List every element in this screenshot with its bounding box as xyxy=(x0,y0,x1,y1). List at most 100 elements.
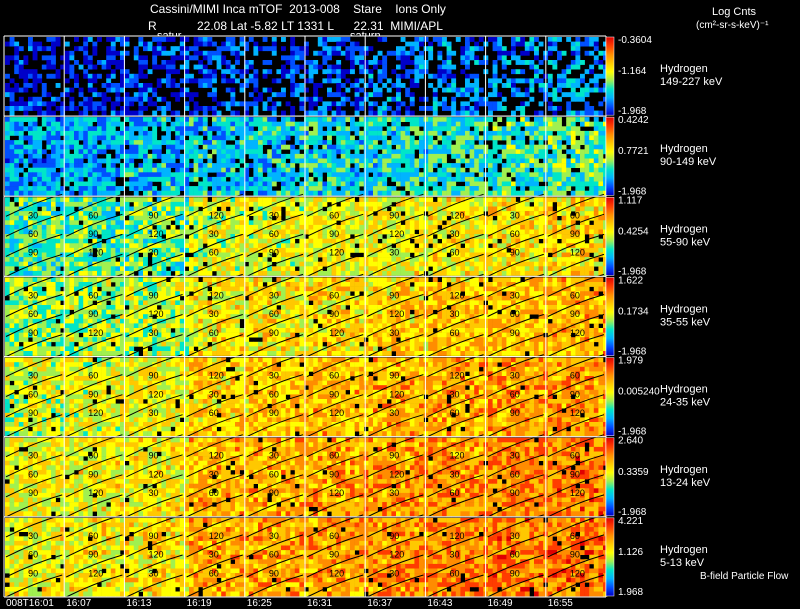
heatmap-cell xyxy=(580,206,585,212)
heatmap-cell xyxy=(281,87,286,93)
heatmap-cell xyxy=(5,126,10,132)
heatmap-cell xyxy=(262,135,268,141)
heatmap-cell xyxy=(419,144,424,150)
heatmap-cell xyxy=(221,144,227,150)
heatmap-cell xyxy=(382,37,388,42)
heatmap-cell xyxy=(235,229,240,235)
heatmap-cell xyxy=(248,211,254,216)
heatmap-cell xyxy=(290,121,296,127)
heatmap-cell xyxy=(294,252,300,258)
heatmap-cell xyxy=(534,130,539,136)
heatmap-cell xyxy=(570,190,576,196)
heatmap-cell xyxy=(120,69,125,75)
heatmap-cell xyxy=(331,158,337,164)
heatmap-cell xyxy=(14,60,20,65)
heatmap-cell xyxy=(179,220,185,226)
heatmap-cell xyxy=(409,211,415,216)
heatmap-cell xyxy=(262,37,268,42)
heatmap-cell xyxy=(239,234,245,239)
heatmap-cell xyxy=(442,153,447,159)
heatmap-cell xyxy=(225,144,231,150)
heatmap-cell xyxy=(492,243,498,249)
heatmap-cell xyxy=(78,252,84,258)
heatmap-cell xyxy=(14,50,20,56)
heatmap-cell xyxy=(363,197,369,203)
heatmap-cell xyxy=(327,238,332,244)
heatmap-cell xyxy=(350,220,355,226)
heatmap-cell xyxy=(584,41,590,47)
heatmap-cell xyxy=(281,176,286,182)
heatmap-cell xyxy=(552,243,558,249)
heatmap-cell xyxy=(465,130,470,136)
heatmap-cell xyxy=(327,37,332,42)
heatmap-cell xyxy=(179,135,185,141)
heatmap-cell xyxy=(492,197,498,203)
heatmap-cell xyxy=(74,224,79,230)
heatmap-cell xyxy=(488,106,493,111)
heatmap-cell xyxy=(497,92,503,98)
heatmap-cell xyxy=(23,243,29,249)
heatmap-cell xyxy=(363,229,369,235)
heatmap-cell xyxy=(501,96,507,102)
heatmap-cell xyxy=(281,110,286,116)
heatmap-cell xyxy=(152,247,158,253)
heatmap-cell xyxy=(409,144,415,150)
heatmap-cell xyxy=(442,229,447,235)
heatmap-cell xyxy=(423,149,429,155)
heatmap-cell xyxy=(442,144,447,150)
heatmap-cell xyxy=(515,78,521,84)
heatmap-cell xyxy=(46,163,52,168)
heatmap-cell xyxy=(78,135,84,141)
heatmap-cell xyxy=(405,55,411,61)
heatmap-cell xyxy=(152,172,158,178)
heatmap-cell xyxy=(110,106,116,111)
heatmap-cell xyxy=(253,149,259,155)
heatmap-cell xyxy=(405,220,411,226)
heatmap-cell xyxy=(423,167,429,173)
heatmap-cell xyxy=(350,238,355,244)
heatmap-cell xyxy=(400,167,406,173)
heatmap-cell xyxy=(253,130,259,136)
heatmap-cell xyxy=(465,243,470,249)
heatmap-cell xyxy=(511,243,516,249)
heatmap-cell xyxy=(547,60,553,65)
heatmap-cell xyxy=(175,243,181,249)
heatmap-cell xyxy=(143,121,148,127)
heatmap-cell xyxy=(478,149,484,155)
heatmap-cell xyxy=(580,220,585,226)
heatmap-cell xyxy=(446,186,452,191)
heatmap-cell xyxy=(152,234,158,239)
heatmap-cell xyxy=(28,172,33,178)
heatmap-cell xyxy=(230,87,236,93)
heatmap-cell xyxy=(239,140,245,145)
heatmap-cell xyxy=(340,69,346,75)
heatmap-cell xyxy=(501,153,507,159)
heatmap-cell xyxy=(166,229,171,235)
heatmap-cell xyxy=(74,83,79,88)
heatmap-cell xyxy=(584,153,590,159)
heatmap-cell xyxy=(589,201,595,207)
heatmap-cell xyxy=(120,224,125,230)
heatmap-cell xyxy=(60,158,66,164)
heatmap-cell xyxy=(557,220,562,226)
heatmap-cell xyxy=(313,252,319,258)
heatmap-cell xyxy=(405,41,411,47)
heatmap-cell xyxy=(442,96,447,102)
heatmap-cell xyxy=(5,215,10,221)
heatmap-cell xyxy=(290,64,296,70)
heatmap-cell xyxy=(78,64,84,70)
heatmap-cell xyxy=(340,158,346,164)
heatmap-cell xyxy=(547,37,553,42)
heatmap-cell xyxy=(442,135,447,141)
heatmap-cell xyxy=(460,117,466,122)
heatmap-cell xyxy=(534,220,539,226)
heatmap-cell xyxy=(497,234,503,239)
heatmap-cell xyxy=(363,130,369,136)
heatmap-cell xyxy=(152,87,158,93)
heatmap-cell xyxy=(92,126,98,132)
heatmap-cell xyxy=(391,158,397,164)
heatmap-cell xyxy=(455,92,461,98)
heatmap-cell xyxy=(511,117,516,122)
heatmap-cell xyxy=(557,153,562,159)
heatmap-cell xyxy=(290,197,296,203)
